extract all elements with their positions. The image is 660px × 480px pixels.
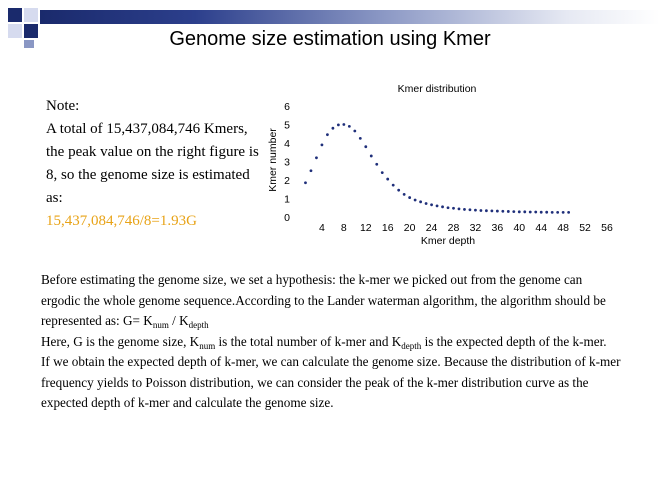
paragraph-1-mid: / K [168,313,189,328]
subscript-depth-2: depth [401,340,422,351]
paragraph-1-text: Before estimating the genome size, we se… [41,272,606,328]
data-point [490,209,494,213]
data-point [320,143,324,147]
decor-square-1 [8,8,22,22]
chart-title: Kmer distribution [398,83,477,95]
subscript-depth: depth [188,320,209,330]
x-tick-label: 20 [404,222,416,234]
data-point [336,123,340,127]
x-tick-label: 4 [319,222,325,234]
data-point [304,181,307,185]
x-tick-label: 52 [579,222,591,234]
y-tick-label: 5 [284,120,290,132]
data-point [457,207,461,211]
data-point [452,206,455,210]
x-tick-label: 32 [470,222,482,234]
data-point [315,156,318,160]
data-point [550,210,554,214]
decor-square-5 [24,40,34,48]
data-point [353,129,357,133]
data-point [484,209,488,213]
data-point [506,210,510,213]
subscript-num: num [152,320,169,330]
data-point [435,204,439,208]
data-point [386,177,390,181]
x-tick-label: 24 [426,222,438,234]
chart-xlabel: Kmer depth [421,235,475,247]
x-tick-label: 36 [492,222,504,234]
decor-square-3 [8,24,22,38]
data-point [561,210,565,214]
data-point [517,210,521,214]
data-point [413,198,417,202]
paragraph-2-a: Here, G is the genome size, K [41,333,200,349]
data-point [474,208,477,212]
data-point [358,136,362,140]
x-tick-label: 48 [557,222,569,234]
data-point [441,205,444,209]
paragraph-1: Before estimating the genome size, we se… [41,270,623,332]
data-point [347,124,351,128]
note-block: Note: A total of 15,437,084,746 Kmers, t… [46,95,261,233]
data-point [326,133,329,137]
subscript-num-2: num [199,340,216,351]
x-tick-label: 44 [535,222,547,234]
data-point [309,169,313,173]
x-tick-label: 28 [448,222,460,234]
data-point [424,202,428,205]
data-point [369,154,373,158]
x-tick-label: 8 [341,222,347,234]
data-point [512,210,516,214]
paragraph-2: Here, G is the genome size, Knum is the … [41,332,623,353]
data-point [380,171,384,174]
y-tick-label: 4 [284,138,290,150]
kmer-distribution-chart: Kmer distribution Kmer number Kmer depth… [267,83,613,247]
slide-title: Genome size estimation using Kmer [169,28,491,50]
data-point [375,162,379,166]
y-tick-label: 1 [284,194,290,206]
data-point [479,209,483,212]
x-tick-label: 16 [382,222,394,234]
data-point [523,210,527,214]
chart-ylabel: Kmer number [267,128,279,192]
data-point [364,145,368,149]
y-tick-label: 3 [284,157,290,169]
note-heading: Note: [46,98,80,114]
data-point [397,188,401,192]
data-point [567,210,571,214]
data-point [534,210,538,214]
body-text: Before estimating the genome size, we se… [41,270,623,414]
data-point [495,209,499,213]
data-point [446,206,450,210]
data-point [408,196,412,199]
decor-square-2 [24,8,38,22]
decor-square-4 [24,24,38,38]
data-point [430,203,433,207]
data-point [463,208,466,211]
paragraph-3: If we obtain the expected depth of k-mer… [41,354,621,410]
y-tick-label: 2 [284,175,290,187]
data-point [402,193,406,196]
data-point [468,208,472,212]
data-point [419,200,423,204]
data-point [501,209,505,213]
data-point [331,126,335,130]
note-text: A total of 15,437,084,746 Kmers, the pea… [46,121,259,206]
data-point [342,123,346,126]
data-point [539,210,543,214]
data-point [528,210,532,214]
x-tick-label: 56 [601,222,613,234]
y-tick-label: 6 [284,101,290,113]
x-tick-label: 40 [513,222,525,234]
data-point [545,210,549,214]
data-point [391,183,395,187]
data-point [556,210,560,214]
paragraph-2-c: is the expected depth of the k-mer. [421,333,607,349]
note-formula: 15,437,084,746/8=1.93G [46,213,197,229]
paragraph-2-b: is the total number of k-mer and K [215,333,402,349]
header-band [40,10,660,24]
y-tick-label: 0 [284,212,290,224]
x-tick-label: 12 [360,222,372,234]
